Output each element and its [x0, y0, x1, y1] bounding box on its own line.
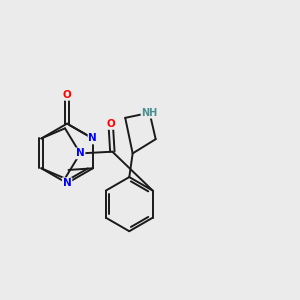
- Text: N: N: [63, 178, 71, 188]
- Text: N: N: [88, 134, 97, 143]
- Text: O: O: [106, 119, 115, 129]
- Text: NH: NH: [142, 108, 158, 118]
- Text: N: N: [76, 148, 85, 158]
- Text: O: O: [63, 90, 71, 100]
